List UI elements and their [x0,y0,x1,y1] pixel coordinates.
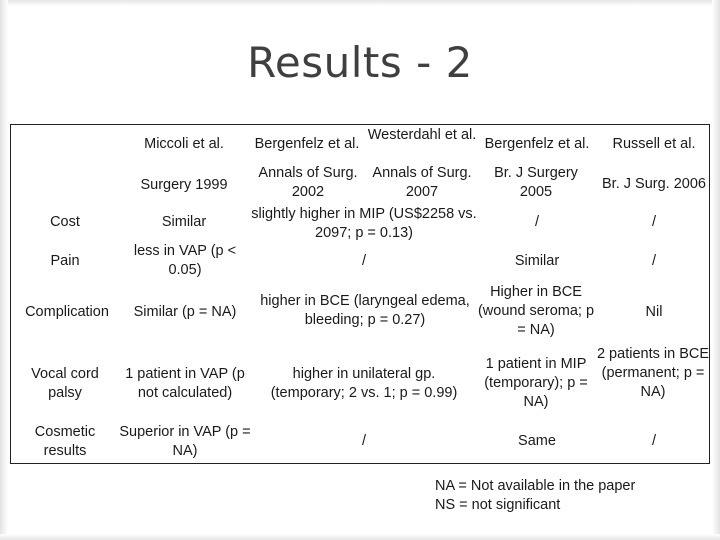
slide-frame-left [0,0,8,540]
row-label-cosmetic-results: Cosmetic results [34,424,96,459]
header-author-5: Russell et al. [612,136,696,152]
complication-miccoli: Similar (p = NA) [133,304,237,320]
row-label-cost: Cost [50,214,80,230]
results-table [10,124,710,464]
complication-russell: Nil [645,304,663,320]
cost-miccoli: Similar [161,214,207,230]
vocal-palsy-combined: higher in unilateral gp. (temporary; 2 v… [270,366,458,401]
vocal-palsy-miccoli: 1 patient in VAP (p not calculated) [125,366,245,401]
footnote-ns: NS = not significant [435,497,561,513]
header-author-3: Westerdahl et al. [366,126,478,145]
header-journal-5: Br. J Surg. 2006 [602,176,706,192]
row-label-complication: Complication [25,304,109,320]
pain-russell: / [651,253,657,269]
slide-frame-right [712,0,720,540]
slide-frame-top [0,0,720,6]
complication-bergenfelz-2005: Higher in BCE (wound seroma; p = NA) [477,284,595,338]
slide-title: Results - 2 [247,38,473,87]
header-journal-3: Annals of Surg. 2007 [372,165,472,200]
vocal-palsy-bergenfelz-2005: 1 patient in MIP (temporary); p = NA) [484,356,588,410]
row-label-vocal-cord-palsy: Vocal cord palsy [31,366,99,401]
pain-miccoli: less in VAP (p < 0.05) [133,243,237,278]
cosmetic-miccoli: Superior in VAP (p = NA) [119,424,251,459]
row-label-pain: Pain [50,253,80,269]
header-author-2: Bergenfelz et al. [254,136,360,152]
cosmetic-combined: / [361,433,367,449]
cosmetic-russell: / [651,433,657,449]
slide-frame-bottom [0,534,720,540]
vocal-palsy-russell: 2 patients in BCE (permanent; p = NA) [596,346,710,400]
header-author-1: Miccoli et al. [144,136,224,152]
complication-combined: higher in BCE (laryngeal edema, bleeding… [260,293,470,328]
header-journal-2: Annals of Surg. 2002 [258,165,358,200]
header-author-3-text: Westerdahl et al. [367,127,477,143]
pain-combined: / [361,253,367,269]
cost-russell: / [651,214,657,230]
footnote-na: NA = Not available in the paper [435,478,636,494]
pain-bergenfelz-2005: Similar [514,253,560,269]
header-journal-4: Br. J Surgery 2005 [494,165,578,200]
cosmetic-bergenfelz-2005: Same [518,433,556,449]
header-author-4: Bergenfelz et al. [484,136,590,152]
cost-bergenfelz-2005: / [534,214,540,230]
header-journal-1: Surgery 1999 [140,177,228,193]
cost-combined: slightly higher in MIP (US$2258 vs. 2097… [251,206,477,241]
